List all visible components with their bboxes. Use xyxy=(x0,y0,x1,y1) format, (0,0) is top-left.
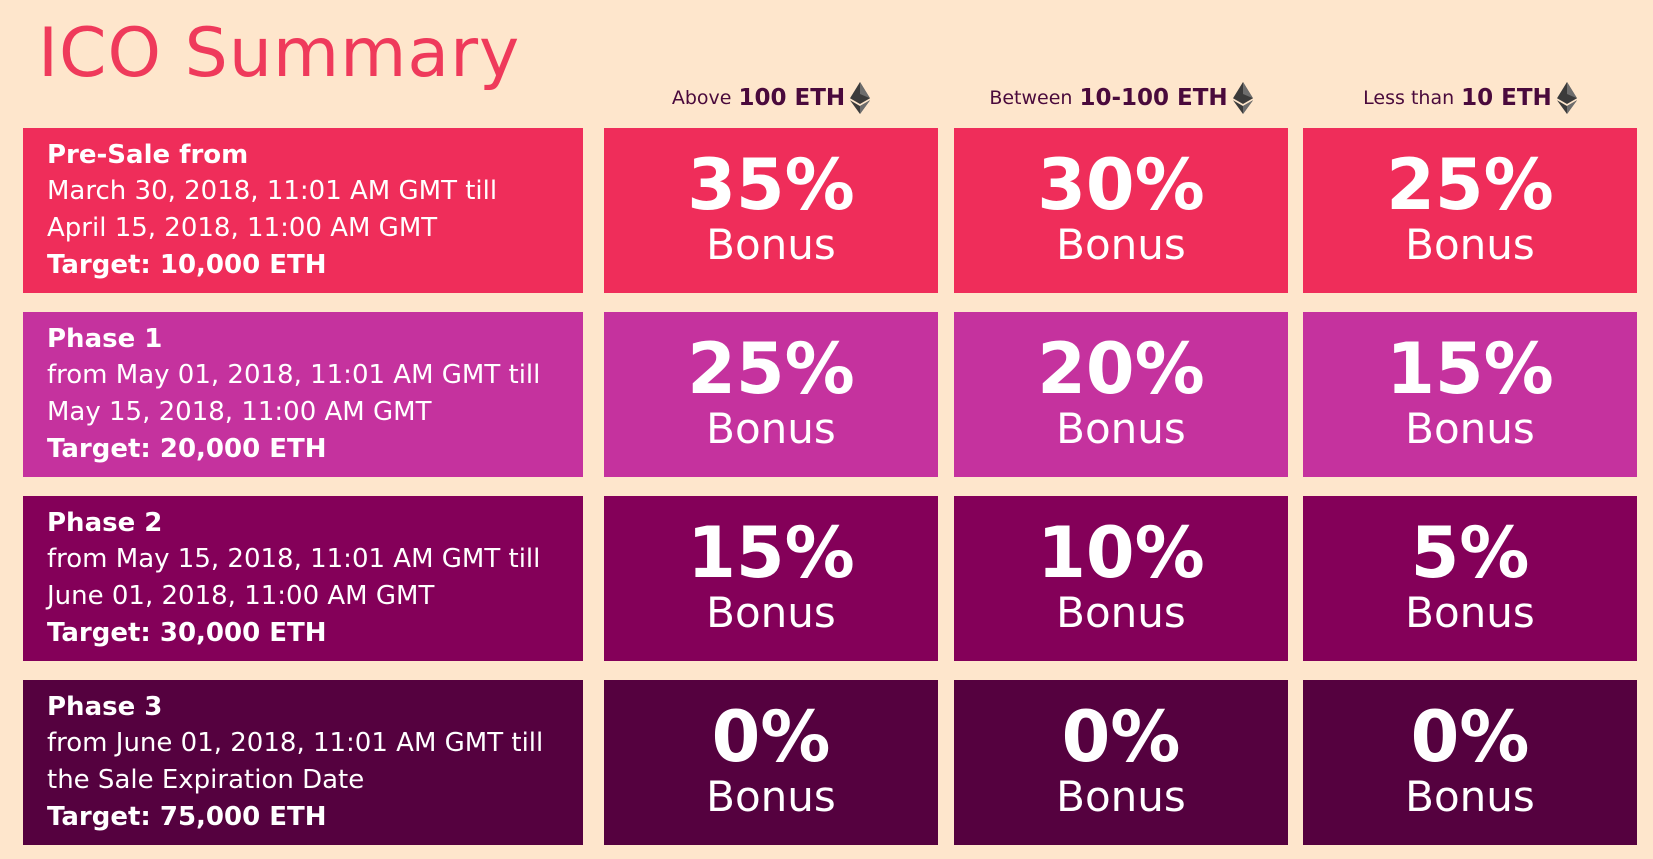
column-header-prefix: Between xyxy=(989,87,1073,109)
bonus-cell-phase-3-between: 0% Bonus xyxy=(954,680,1288,845)
bonus-percent: 25% xyxy=(687,328,855,410)
phase-date-start: from June 01, 2018, 11:01 AM GMT till xyxy=(47,728,544,758)
column-header-prefix: Less than xyxy=(1363,87,1455,109)
phase-name: Phase 3 xyxy=(47,692,163,722)
phase-date-start: from May 15, 2018, 11:01 AM GMT till xyxy=(47,544,541,574)
bonus-cell-phase-1-above-100: 25% Bonus xyxy=(604,312,938,477)
column-header-amount: 10 ETH xyxy=(1461,85,1552,111)
bonus-percent: 25% xyxy=(1386,144,1554,226)
bonus-label: Bonus xyxy=(1056,588,1186,637)
bonus-cell-presale-above-100: 35% Bonus xyxy=(604,128,938,293)
bonus-cell-phase-2-above-100: 15% Bonus xyxy=(604,496,938,661)
phase-date-end: May 15, 2018, 11:00 AM GMT xyxy=(47,397,432,427)
phase-target: Target: 20,000 ETH xyxy=(47,434,327,464)
bonus-cell-phase-3-less-than-10: 0% Bonus xyxy=(1303,680,1637,845)
bonus-label: Bonus xyxy=(1405,772,1535,821)
column-header-prefix: Above xyxy=(671,87,732,109)
ethereum-icon xyxy=(1232,82,1253,114)
phase-name: Phase 1 xyxy=(47,324,163,354)
bonus-label: Bonus xyxy=(1405,220,1535,269)
column-header-less-than-10: Less than 10 ETH xyxy=(1303,78,1637,118)
bonus-percent: 20% xyxy=(1037,328,1205,410)
phase-date-end: the Sale Expiration Date xyxy=(47,765,365,795)
phase-target: Target: 75,000 ETH xyxy=(47,802,327,832)
bonus-percent: 15% xyxy=(687,512,855,594)
bonus-label: Bonus xyxy=(706,404,836,453)
page-title: ICO Summary xyxy=(38,14,521,93)
column-header-above-100: Above 100 ETH xyxy=(604,78,938,118)
bonus-label: Bonus xyxy=(1405,588,1535,637)
phase-target: Target: 30,000 ETH xyxy=(47,618,327,648)
phase-date-start: from May 01, 2018, 11:01 AM GMT till xyxy=(47,360,541,390)
column-header-amount: 10-100 ETH xyxy=(1079,85,1228,111)
bonus-cell-phase-2-less-than-10: 5% Bonus xyxy=(1303,496,1637,661)
phase-name: Phase 2 xyxy=(47,508,163,538)
bonus-percent: 30% xyxy=(1037,144,1205,226)
bonus-label: Bonus xyxy=(706,220,836,269)
bonus-percent: 15% xyxy=(1386,328,1554,410)
phase-target: Target: 10,000 ETH xyxy=(47,250,327,280)
bonus-percent: 0% xyxy=(1410,696,1530,778)
phase-cell-phase-1: Phase 1 from May 01, 2018, 11:01 AM GMT … xyxy=(23,312,583,477)
bonus-cell-presale-less-than-10: 25% Bonus xyxy=(1303,128,1637,293)
bonus-percent: 35% xyxy=(687,144,855,226)
phase-cell-phase-3: Phase 3 from June 01, 2018, 11:01 AM GMT… xyxy=(23,680,583,845)
bonus-cell-phase-1-between: 20% Bonus xyxy=(954,312,1288,477)
bonus-cell-presale-between: 30% Bonus xyxy=(954,128,1288,293)
bonus-percent: 0% xyxy=(711,696,831,778)
phase-cell-phase-2: Phase 2 from May 15, 2018, 11:01 AM GMT … xyxy=(23,496,583,661)
bonus-label: Bonus xyxy=(706,588,836,637)
bonus-label: Bonus xyxy=(1056,772,1186,821)
phase-date-end: June 01, 2018, 11:00 AM GMT xyxy=(47,581,435,611)
bonus-percent: 10% xyxy=(1037,512,1205,594)
bonus-label: Bonus xyxy=(1056,220,1186,269)
ethereum-icon xyxy=(850,82,871,114)
column-header-amount: 100 ETH xyxy=(738,85,846,111)
phase-date-end: April 15, 2018, 11:00 AM GMT xyxy=(47,213,438,243)
bonus-cell-phase-1-less-than-10: 15% Bonus xyxy=(1303,312,1637,477)
bonus-cell-phase-2-between: 10% Bonus xyxy=(954,496,1288,661)
phase-cell-presale: Pre-Sale from March 30, 2018, 11:01 AM G… xyxy=(23,128,583,293)
bonus-label: Bonus xyxy=(1405,404,1535,453)
phase-name: Pre-Sale from xyxy=(47,140,249,170)
bonus-percent: 0% xyxy=(1061,696,1181,778)
ethereum-icon xyxy=(1556,82,1577,114)
bonus-label: Bonus xyxy=(706,772,836,821)
bonus-percent: 5% xyxy=(1410,512,1530,594)
bonus-cell-phase-3-above-100: 0% Bonus xyxy=(604,680,938,845)
column-header-between-10-100: Between 10-100 ETH xyxy=(954,78,1288,118)
phase-date-start: March 30, 2018, 11:01 AM GMT till xyxy=(47,176,498,206)
bonus-label: Bonus xyxy=(1056,404,1186,453)
